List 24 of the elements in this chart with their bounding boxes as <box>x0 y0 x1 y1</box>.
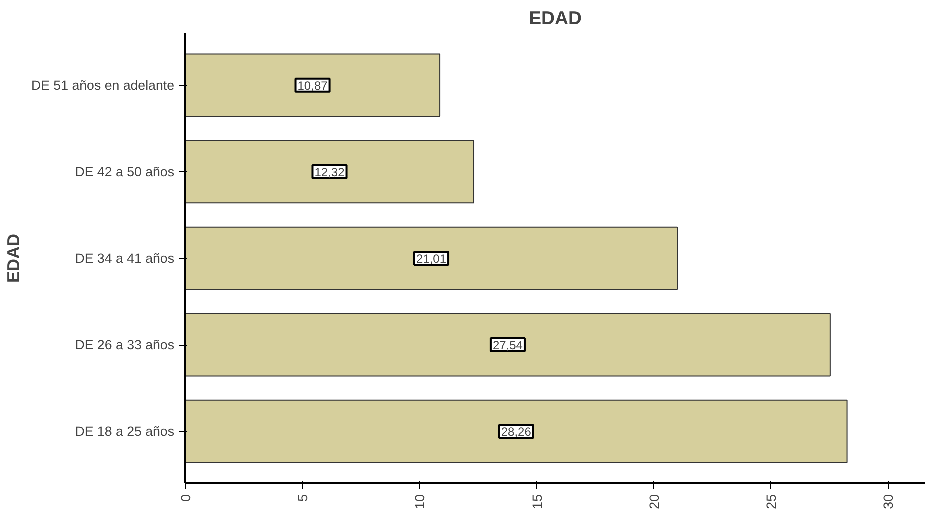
data-label: 10,87 <box>298 78 328 93</box>
data-label: 21,01 <box>416 252 447 266</box>
x-tick-label: 15 <box>530 494 545 510</box>
x-tick-label: 10 <box>412 494 428 510</box>
x-tick-label: 20 <box>646 494 662 510</box>
x-tick-label: 25 <box>764 494 779 510</box>
bar <box>186 400 848 464</box>
bar <box>186 54 441 118</box>
bar <box>186 313 831 377</box>
y-tick-label: DE 18 a 25 años <box>75 424 175 440</box>
data-label: 28,26 <box>501 425 532 440</box>
x-tick-label: 0 <box>178 494 194 502</box>
y-tick-label: DE 34 a 41 años <box>75 251 175 266</box>
x-tick-label: 30 <box>881 494 896 510</box>
x-tick-label: 5 <box>296 494 311 502</box>
data-label: 12,32 <box>314 165 346 180</box>
bar <box>186 140 475 204</box>
y-axis-title: EDAD <box>3 234 24 284</box>
y-tick-label: DE 51 años en adelante <box>31 78 175 93</box>
bar <box>186 226 678 290</box>
y-tick-label: DE 26 a 33 años <box>75 338 175 353</box>
data-label: 27,54 <box>492 338 524 353</box>
y-tick-label: DE 42 a 50 años <box>75 164 175 180</box>
chart-title: EDAD <box>529 8 582 28</box>
